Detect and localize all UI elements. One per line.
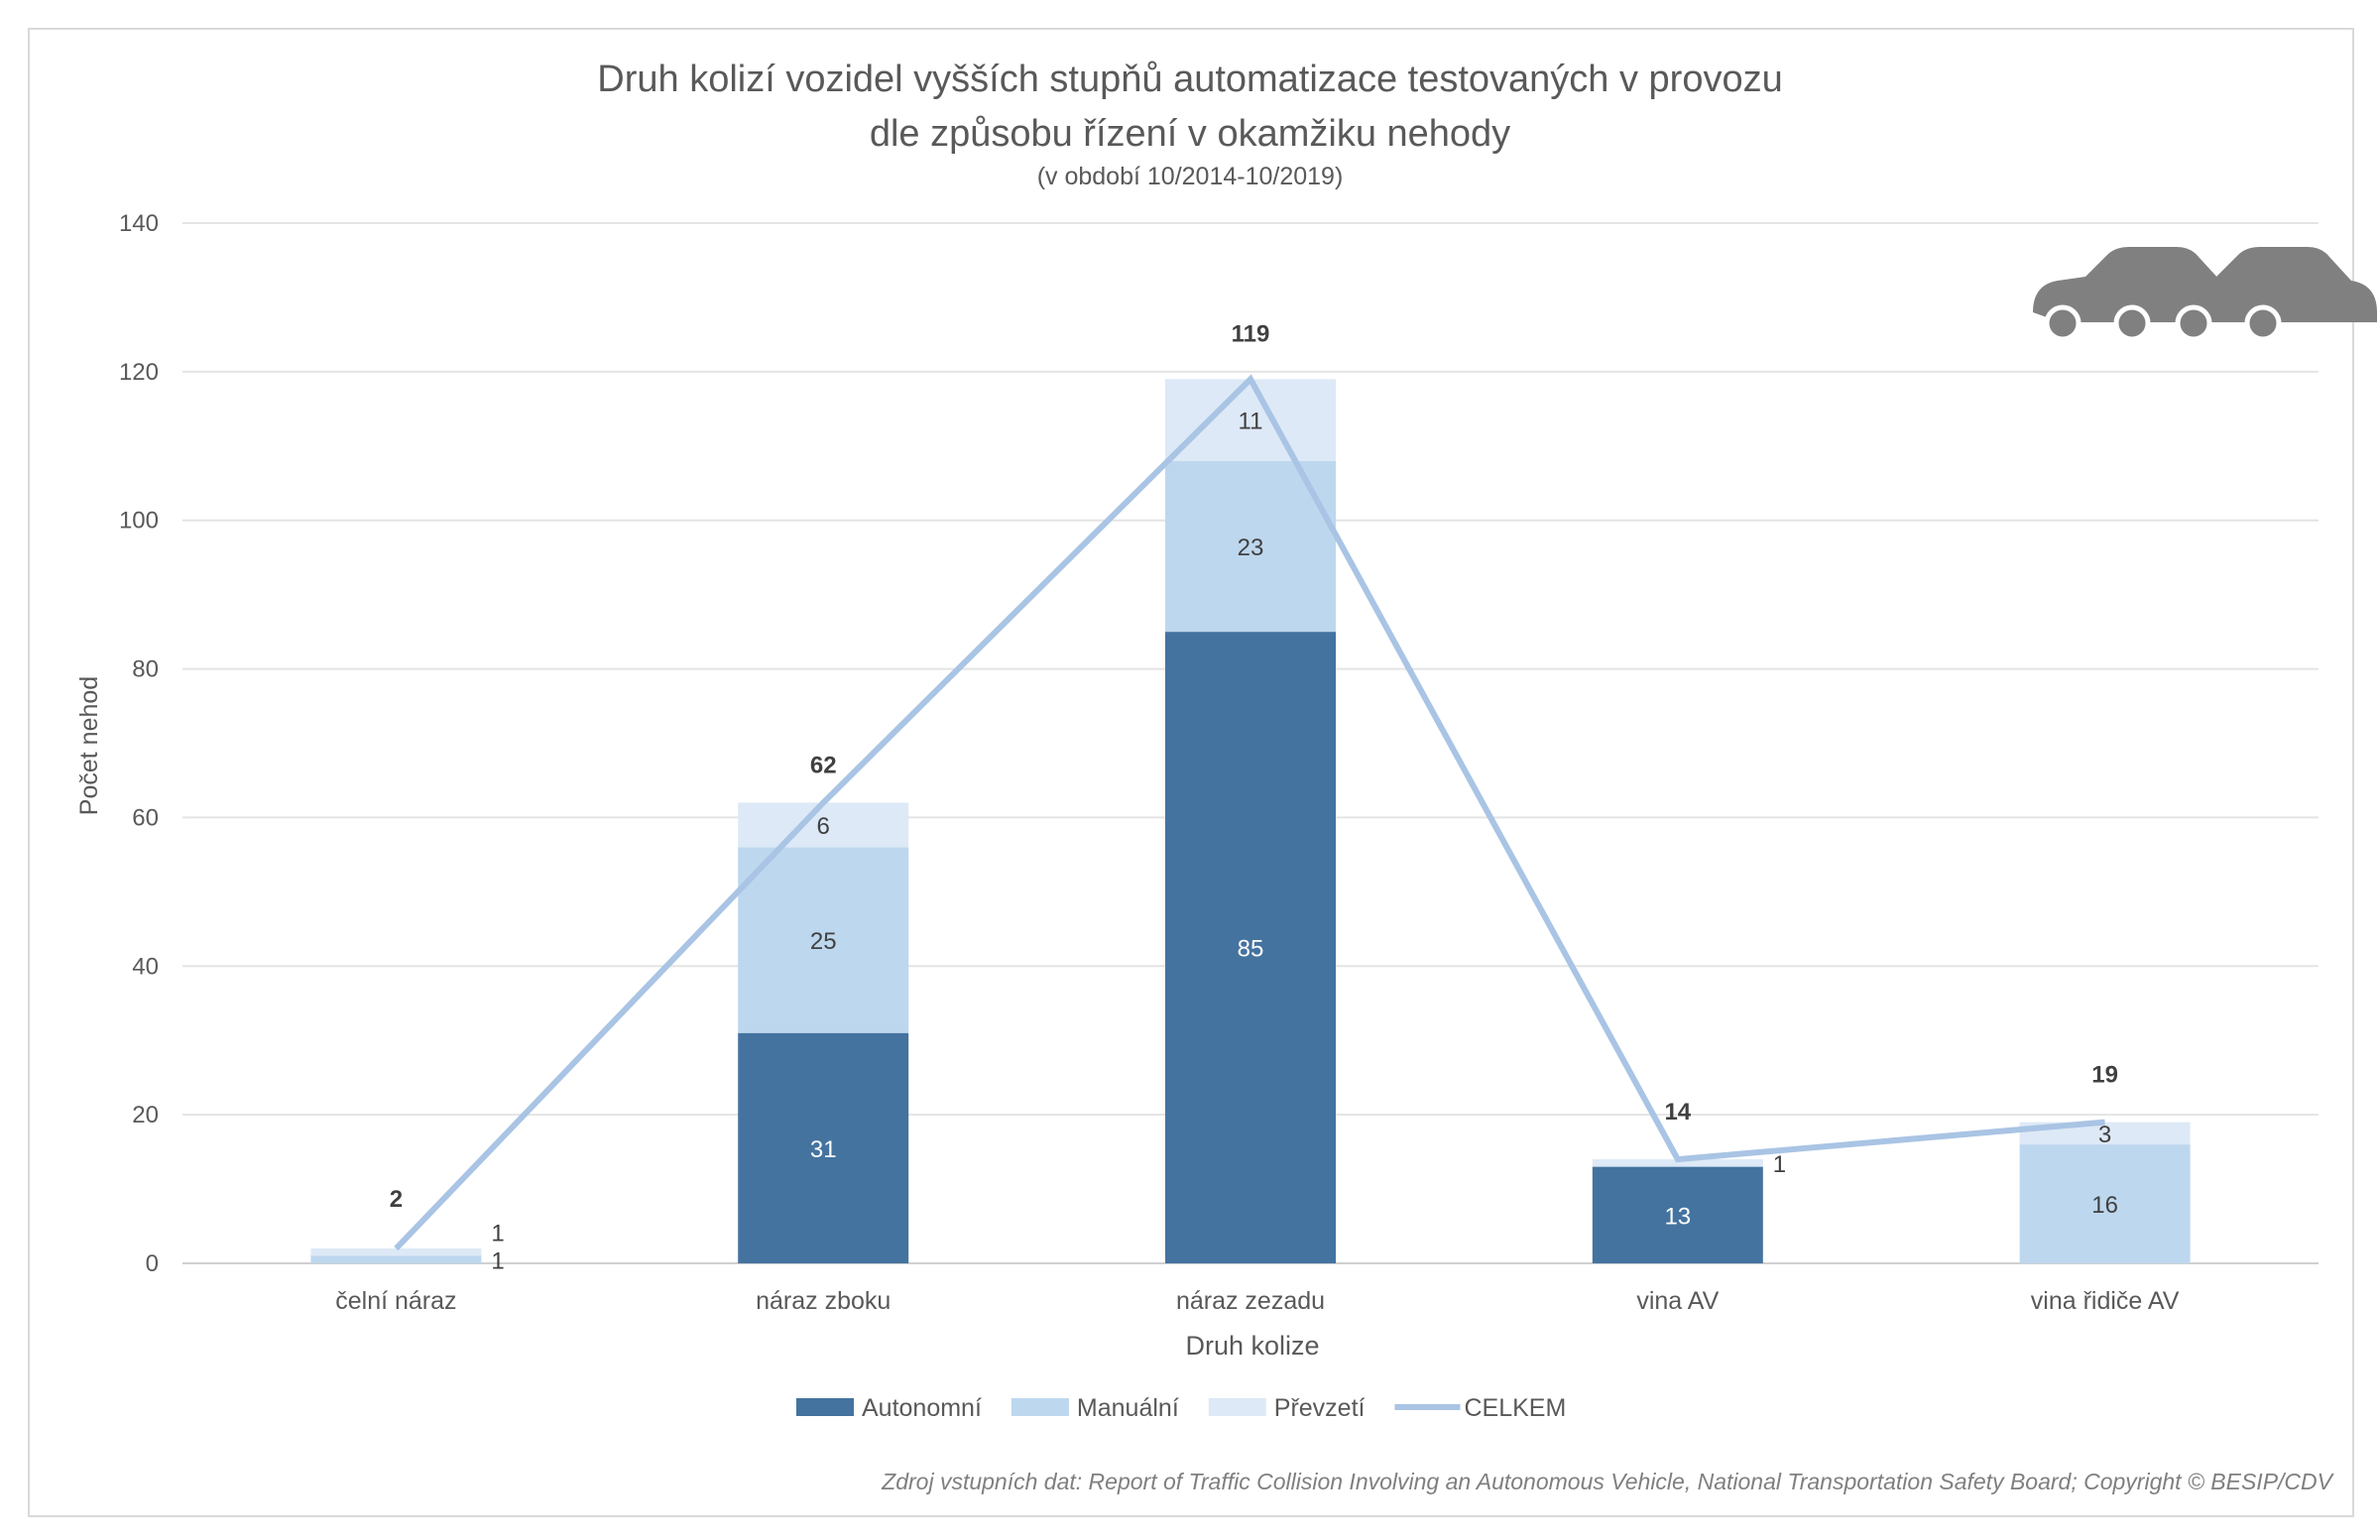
total-label: 14 bbox=[1664, 1099, 1691, 1125]
bar-Autonomní bbox=[1592, 1166, 1763, 1263]
x-tick-label: náraz zboku bbox=[756, 1287, 891, 1315]
legend-swatch bbox=[1011, 1398, 1069, 1416]
car-collision-icon bbox=[2033, 247, 2377, 342]
bar-Manuální bbox=[2019, 1144, 2191, 1263]
data-label: 85 bbox=[1238, 936, 1264, 963]
data-label: 6 bbox=[817, 813, 830, 840]
bar-Převzetí bbox=[310, 1248, 482, 1256]
chart-frame bbox=[28, 28, 2354, 1517]
y-tick-label: 120 bbox=[119, 359, 159, 386]
bar-Manuální bbox=[310, 1255, 482, 1263]
total-label: 62 bbox=[810, 752, 837, 778]
chart-title: Druh kolizí vozidel vyšších stupňů autom… bbox=[597, 59, 1782, 100]
y-tick-label: 20 bbox=[132, 1102, 159, 1128]
data-label: 1 bbox=[1773, 1151, 1786, 1178]
y-tick-label: 60 bbox=[132, 804, 159, 831]
bar-Autonomní bbox=[1165, 632, 1336, 1263]
total-label: 119 bbox=[1232, 320, 1270, 347]
y-tick-label: 100 bbox=[119, 508, 159, 534]
chart-subtitle: (v období 10/2014-10/2019) bbox=[1037, 163, 1344, 190]
data-label: 23 bbox=[1238, 534, 1264, 561]
x-tick-label: čelní náraz bbox=[335, 1287, 456, 1315]
data-label: 11 bbox=[1239, 409, 1263, 435]
bar-Převzetí bbox=[1165, 379, 1336, 461]
y-tick-label: 140 bbox=[119, 210, 159, 237]
y-tick-label: 0 bbox=[146, 1250, 159, 1277]
x-axis-title: Druh kolize bbox=[1185, 1331, 1319, 1361]
legend-label: Manuální bbox=[1077, 1394, 1179, 1422]
data-label: 3 bbox=[2098, 1122, 2111, 1148]
line-CELKEM bbox=[394, 374, 2105, 1251]
bar-Převzetí bbox=[738, 802, 909, 848]
data-label: 1 bbox=[491, 1220, 504, 1246]
legend-swatch bbox=[1208, 1398, 1266, 1416]
bar-Autonomní bbox=[738, 1032, 909, 1263]
chart-title-line2: dle způsobu řízení v okamžiku nehody bbox=[870, 113, 1510, 155]
total-label: 2 bbox=[390, 1186, 403, 1213]
legend-label: Převzetí bbox=[1274, 1394, 1366, 1422]
bar-Manuální bbox=[738, 847, 909, 1033]
y-axis-title: Počet nehod bbox=[75, 676, 103, 815]
legend-swatch bbox=[796, 1398, 854, 1416]
y-tick-label: 40 bbox=[132, 953, 159, 980]
legend-label: CELKEM bbox=[1464, 1394, 1566, 1422]
bar-Manuální bbox=[1165, 460, 1336, 633]
source-note: Zdroj vstupních dat: Report of Traffic C… bbox=[881, 1469, 2334, 1494]
y-tick-label: 80 bbox=[132, 656, 159, 683]
x-tick-label: náraz zezadu bbox=[1176, 1287, 1325, 1315]
x-tick-label: vina AV bbox=[1636, 1287, 1719, 1315]
data-label: 16 bbox=[2091, 1192, 2118, 1219]
data-label: 1 bbox=[491, 1247, 504, 1274]
legend-label: Autonomní bbox=[862, 1394, 982, 1422]
data-label: 13 bbox=[1664, 1203, 1691, 1230]
data-label: 31 bbox=[810, 1136, 837, 1163]
data-label: 25 bbox=[810, 928, 837, 955]
x-tick-label: vina řidiče AV bbox=[2031, 1287, 2180, 1315]
bar-Převzetí bbox=[1592, 1159, 1763, 1167]
total-label: 19 bbox=[2091, 1062, 2118, 1089]
